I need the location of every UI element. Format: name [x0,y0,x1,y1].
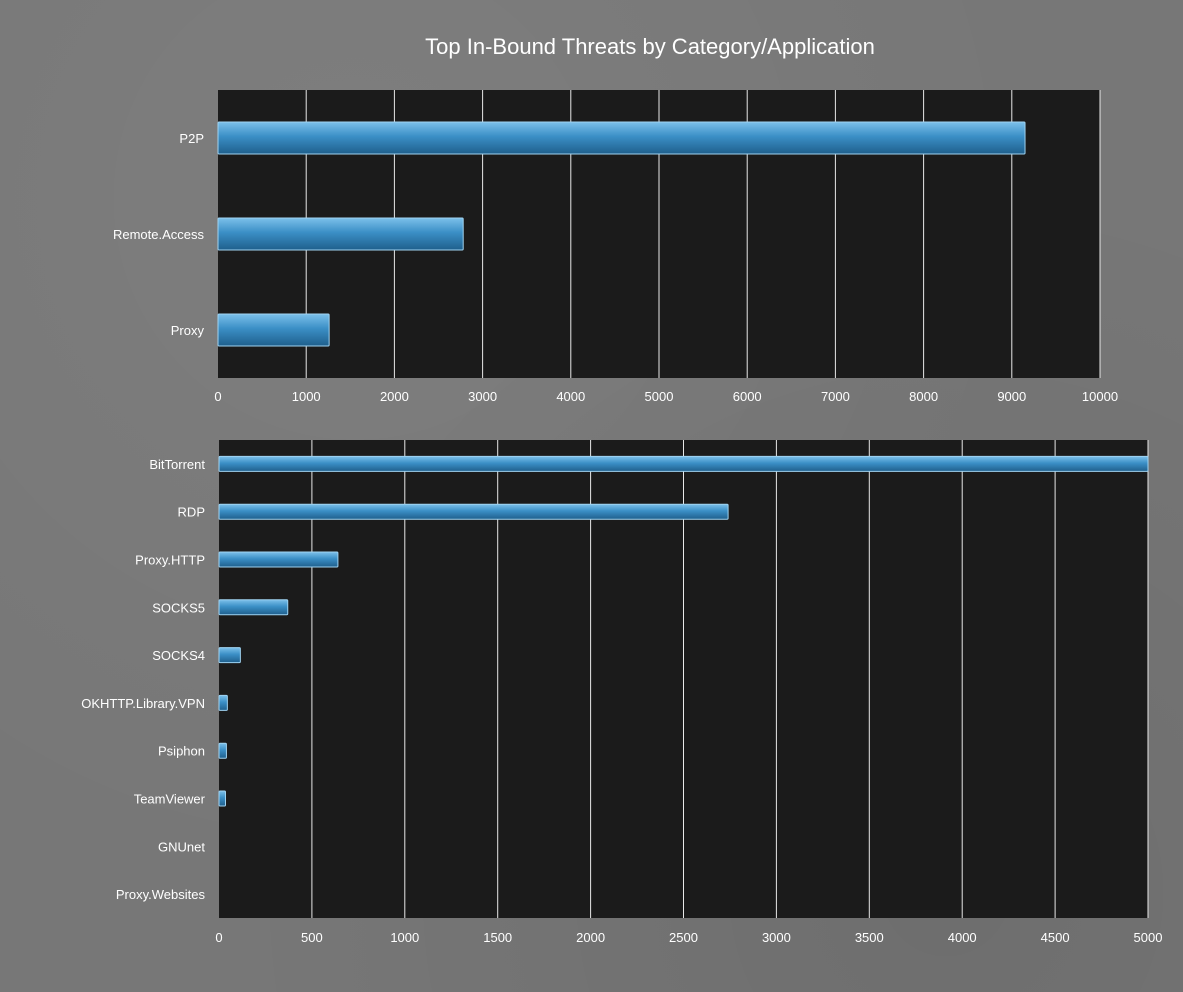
category-label: Proxy.Websites [116,887,206,902]
bar-socks4 [218,647,241,664]
x-tick-label: 4500 [1041,930,1070,945]
bar-teamviewer [218,790,227,807]
x-tick-label: 3000 [762,930,791,945]
chart-title: Top In-Bound Threats by Category/Applica… [425,34,875,59]
bar-rdp [218,503,729,520]
x-tick-label: 7000 [821,389,850,404]
x-tick-label: 2500 [669,930,698,945]
x-tick-label: 10000 [1082,389,1118,404]
category-label: RDP [178,505,205,520]
category-label: SOCKS5 [152,600,205,615]
x-tick-label: 0 [214,389,221,404]
bar-remote-access [217,217,464,251]
bar-bittorrent [218,455,1149,472]
category-label: GNUnet [158,839,205,854]
x-tick-label: 2000 [576,930,605,945]
category-label: OKHTTP.Library.VPN [81,696,205,711]
x-tick-label: 1500 [483,930,512,945]
category-label: P2P [179,131,204,146]
x-tick-label: 1000 [292,389,321,404]
x-tick-label: 1000 [390,930,419,945]
x-tick-label: 9000 [997,389,1026,404]
x-tick-label: 0 [215,930,222,945]
category-label: Proxy.HTTP [135,553,205,568]
bar-proxy-http [218,551,339,568]
category-label: SOCKS4 [152,648,205,663]
chart-1: 0 1000 2000 3000 4000 5000 6000 7000 8000 9000 100… [113,90,1118,404]
category-label: Proxy [171,323,205,338]
x-tick-label: 8000 [909,389,938,404]
chart-2: 0 500 1000 1500 2000 2500 3000 3500 4000 4500 5000… [81,440,1162,945]
x-tick-label: 3500 [855,930,884,945]
bar-okhttp-library-vpn [218,694,228,711]
category-label: BitTorrent [149,457,205,472]
x-tick-label: 500 [301,930,323,945]
x-tick-label: 4000 [948,930,977,945]
x-tick-label: 3000 [468,389,497,404]
x-tick-label: 5000 [1134,930,1163,945]
x-tick-label: 4000 [556,389,585,404]
x-tick-label: 2000 [380,389,409,404]
bar-p2p [217,121,1026,155]
x-tick-label: 5000 [645,389,674,404]
category-label: Psiphon [158,744,205,759]
bar-proxy [217,313,330,347]
category-label: Remote.Access [113,227,205,242]
bar-socks5 [218,599,289,616]
bar-psiphon [218,742,227,759]
category-label: TeamViewer [134,792,206,807]
x-tick-label: 6000 [733,389,762,404]
